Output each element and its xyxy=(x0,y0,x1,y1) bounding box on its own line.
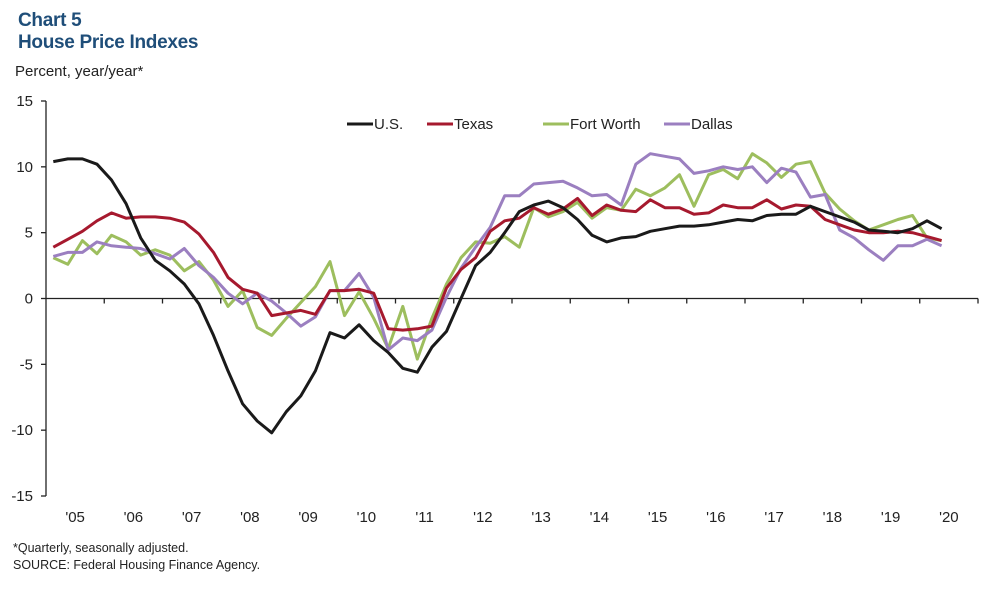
chart-label: Chart 5 xyxy=(18,10,82,31)
y-tick-label: 15 xyxy=(16,93,33,110)
legend-item-fort-worth: Fort Worth xyxy=(543,116,641,133)
x-tick-label: '18 xyxy=(823,509,843,526)
x-tick-label: '06 xyxy=(124,509,144,526)
x-tick-label: '15 xyxy=(648,509,668,526)
x-tick-label: '05 xyxy=(65,509,85,526)
x-tick-label: '07 xyxy=(182,509,202,526)
x-tick-label: '20 xyxy=(939,509,959,526)
legend-label: U.S. xyxy=(374,116,403,133)
x-tick-label: '14 xyxy=(590,509,610,526)
x-tick-label: '08 xyxy=(240,509,260,526)
y-tick-label: 10 xyxy=(16,159,33,176)
x-tick-label: '09 xyxy=(298,509,318,526)
y-axis: 15 10 5 0 -5 -10 -15 xyxy=(11,93,47,505)
footnote-note: *Quarterly, seasonally adjusted. xyxy=(13,541,189,555)
footnote-source: SOURCE: Federal Housing Finance Agency. xyxy=(13,558,261,572)
chart-title: House Price Indexes xyxy=(18,32,199,53)
x-tick-label: '17 xyxy=(764,509,784,526)
y-tick-label: 5 xyxy=(25,225,33,242)
y-axis-units-label: Percent, year/year* xyxy=(15,63,144,80)
y-tick-label: -10 xyxy=(11,422,33,439)
legend-label: Fort Worth xyxy=(570,116,641,133)
y-tick-label: -5 xyxy=(20,356,33,373)
legend-item-dallas: Dallas xyxy=(664,116,733,133)
x-tick-label: '19 xyxy=(881,509,901,526)
legend-label: Texas xyxy=(454,116,493,133)
x-tick-label: '11 xyxy=(415,509,433,526)
x-axis: '05 '06 '07 '08 '09 '10 '11 '12 '13 '14 '15 '16 '17 '… xyxy=(46,297,979,526)
x-tick-label: '16 xyxy=(706,509,726,526)
x-tick-label: '12 xyxy=(473,509,493,526)
y-tick-label: -15 xyxy=(11,488,33,505)
legend-item-texas: Texas xyxy=(427,116,493,133)
series-line-dallas xyxy=(52,152,943,352)
legend: U.S. Texas Fort Worth Dallas xyxy=(347,116,733,133)
legend-label: Dallas xyxy=(691,116,733,133)
series-line-texas xyxy=(52,196,942,332)
series-line-fort-worth xyxy=(52,152,942,361)
series-line-u-s xyxy=(53,157,943,435)
y-tick-label: 0 xyxy=(25,291,33,308)
series-layer xyxy=(52,152,943,435)
footnote: *Quarterly, seasonally adjusted. SOURCE:… xyxy=(13,540,260,574)
legend-item-u-s: U.S. xyxy=(347,116,403,133)
x-tick-label: '13 xyxy=(531,509,551,526)
x-tick-label: '10 xyxy=(357,509,377,526)
